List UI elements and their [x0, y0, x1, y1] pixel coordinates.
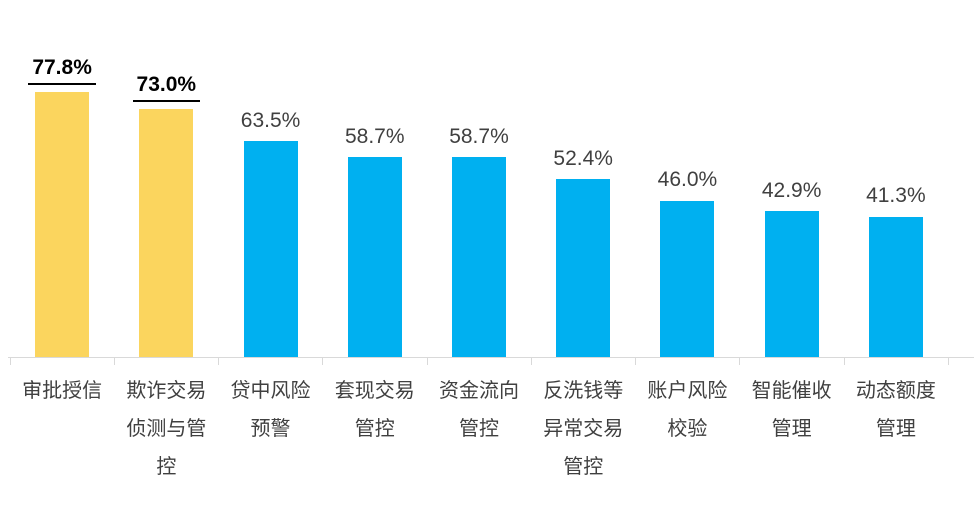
bar: [660, 200, 715, 357]
x-axis-line: [8, 357, 974, 358]
bar: [451, 157, 506, 357]
axis-tick: [218, 358, 219, 365]
bar-column: 77.8%: [10, 0, 114, 357]
bar-value-label: 58.7%: [449, 125, 509, 149]
category-label: 反洗钱等异常交易管控: [543, 380, 624, 478]
bar: [35, 92, 90, 357]
plot-area: 77.8% 73.0% 63.5% 58.7% 58.7% 52.4% 46.0…: [10, 0, 948, 357]
bar-column: 58.7%: [427, 0, 531, 357]
bar-value-label: 63.5%: [240, 108, 301, 132]
axis-tick: [10, 358, 11, 365]
category-label: 审批授信: [22, 380, 103, 402]
x-axis-labels: 审批授信 欺诈交易侦测与管控 贷中风险预警 套现交易管控 资金流向管控 反洗钱等…: [10, 372, 948, 486]
bar-column: 42.9%: [740, 0, 844, 357]
bar: [139, 108, 194, 357]
bar: [764, 211, 819, 357]
category-label: 套现交易管控: [334, 380, 415, 440]
axis-tick: [739, 358, 740, 365]
bar: [556, 178, 611, 357]
category-label: 动态额度管理: [855, 380, 936, 440]
bar-column: 52.4%: [531, 0, 635, 357]
category-label: 贷中风险预警: [230, 380, 311, 440]
bar-column: 46.0%: [635, 0, 739, 357]
bar-value-label: 77.8%: [28, 55, 96, 86]
bar-value-label: 73.0%: [132, 72, 201, 102]
bar-value-label: 41.3%: [866, 184, 926, 208]
axis-tick: [322, 358, 323, 365]
axis-tick: [114, 358, 115, 365]
category-label: 智能催收管理: [751, 380, 832, 440]
category-label: 资金流向管控: [438, 380, 519, 440]
axis-tick: [427, 358, 428, 365]
bar-column: 41.3%: [844, 0, 948, 357]
axis-tick: [531, 358, 532, 365]
bar-column: 73.0%: [114, 0, 218, 357]
bar-value-label: 42.9%: [761, 178, 822, 202]
axis-tick: [635, 358, 636, 365]
bar: [243, 141, 298, 357]
bar-value-label: 58.7%: [344, 125, 405, 149]
bar: [347, 157, 402, 357]
bar-column: 58.7%: [323, 0, 427, 357]
bar: [868, 216, 923, 357]
axis-tick: [948, 358, 949, 365]
axis-tick: [844, 358, 845, 365]
category-label: 账户风险校验: [647, 380, 728, 440]
bar-value-label: 46.0%: [657, 168, 718, 192]
bar-value-label: 52.4%: [553, 146, 613, 170]
category-label: 欺诈交易侦测与管控: [126, 380, 207, 478]
bar-column: 63.5%: [218, 0, 322, 357]
